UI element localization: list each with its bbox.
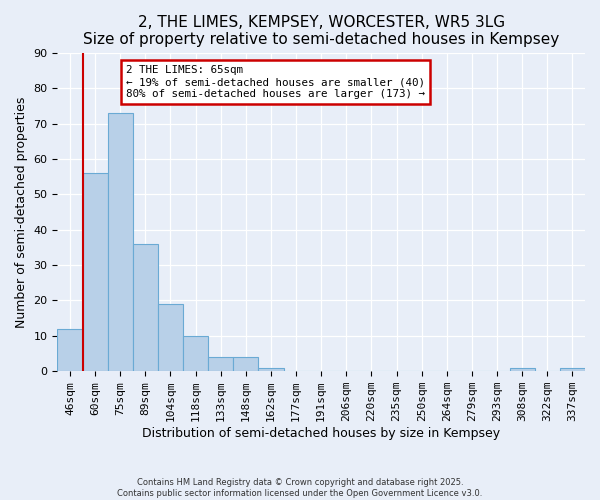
Bar	[58, 329, 83, 371]
Bar	[208, 357, 233, 371]
Bar	[509, 368, 535, 371]
Bar	[133, 244, 158, 371]
Bar	[183, 336, 208, 371]
Title: 2, THE LIMES, KEMPSEY, WORCESTER, WR5 3LG
Size of property relative to semi-deta: 2, THE LIMES, KEMPSEY, WORCESTER, WR5 3L…	[83, 15, 559, 48]
Bar	[83, 173, 107, 371]
Bar	[560, 368, 585, 371]
Bar	[158, 304, 183, 371]
Text: 2 THE LIMES: 65sqm
← 19% of semi-detached houses are smaller (40)
80% of semi-de: 2 THE LIMES: 65sqm ← 19% of semi-detache…	[126, 66, 425, 98]
Bar	[233, 357, 259, 371]
Bar	[107, 113, 133, 371]
X-axis label: Distribution of semi-detached houses by size in Kempsey: Distribution of semi-detached houses by …	[142, 427, 500, 440]
Bar	[259, 368, 284, 371]
Text: Contains HM Land Registry data © Crown copyright and database right 2025.
Contai: Contains HM Land Registry data © Crown c…	[118, 478, 482, 498]
Y-axis label: Number of semi-detached properties: Number of semi-detached properties	[15, 96, 28, 328]
